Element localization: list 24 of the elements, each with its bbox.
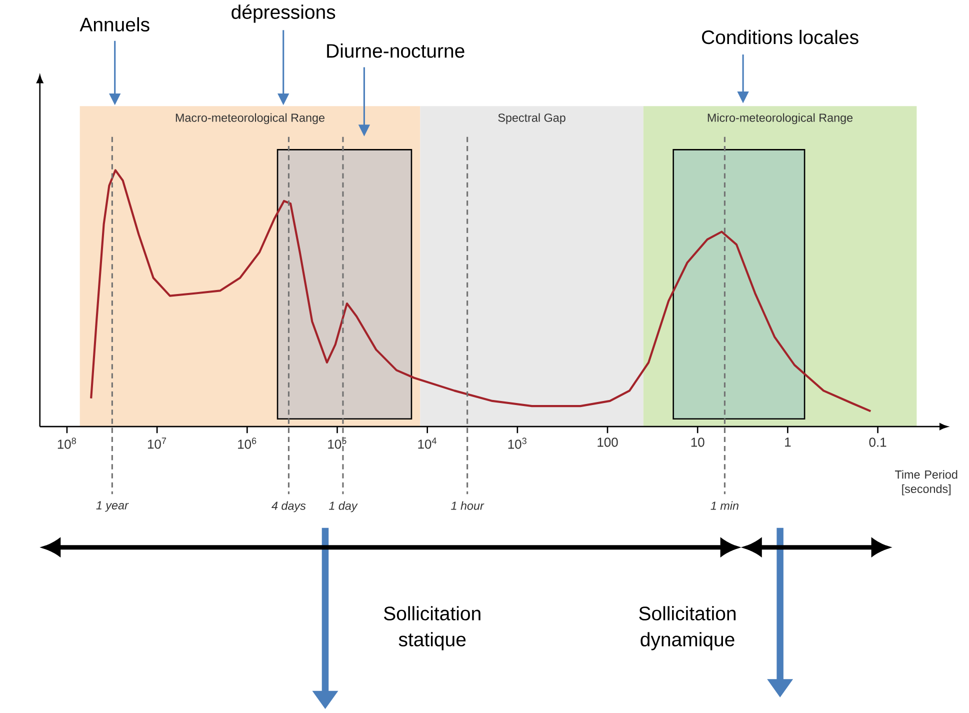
band-label: Spectral Gap: [498, 113, 566, 124]
ref-line-label: 1 day: [328, 501, 358, 512]
ref-line-label: 1 year: [96, 501, 129, 512]
x-tick-label: 10: [691, 438, 704, 447]
ref-line-label: 4 days: [272, 501, 306, 512]
x-tick-label: 10$^{7}$: [148, 438, 166, 449]
x-axis-title: Time Period [seconds]: [894, 470, 958, 496]
text: Annuels: [80, 17, 150, 32]
x-tick-label: 10$^{4}$: [418, 438, 436, 449]
x-tick-label: 100: [598, 438, 618, 447]
band-label: Macro-meteorological Range: [176, 113, 324, 124]
x-tick-label: 10$^{6}$: [238, 438, 256, 449]
text: Diurne-nocturne: [327, 44, 464, 58]
text: Conditions locales: [702, 30, 858, 44]
x-tick-label: 0.1: [869, 438, 886, 447]
ref-line-label: 1 min: [710, 501, 738, 510]
x-tick-label: 1: [785, 438, 791, 447]
text: Sollicitation statique: [384, 606, 480, 650]
ref-line-label: 1 hour: [451, 501, 484, 510]
text: dépressions: [232, 4, 336, 23]
x-tick-label: 10$^{8}$: [58, 438, 76, 449]
band-label: Micro-meteorological Range: [708, 113, 853, 124]
x-tick-label: 10$^{3}$: [508, 438, 526, 449]
text: Sollicitation dynamique: [639, 606, 736, 650]
